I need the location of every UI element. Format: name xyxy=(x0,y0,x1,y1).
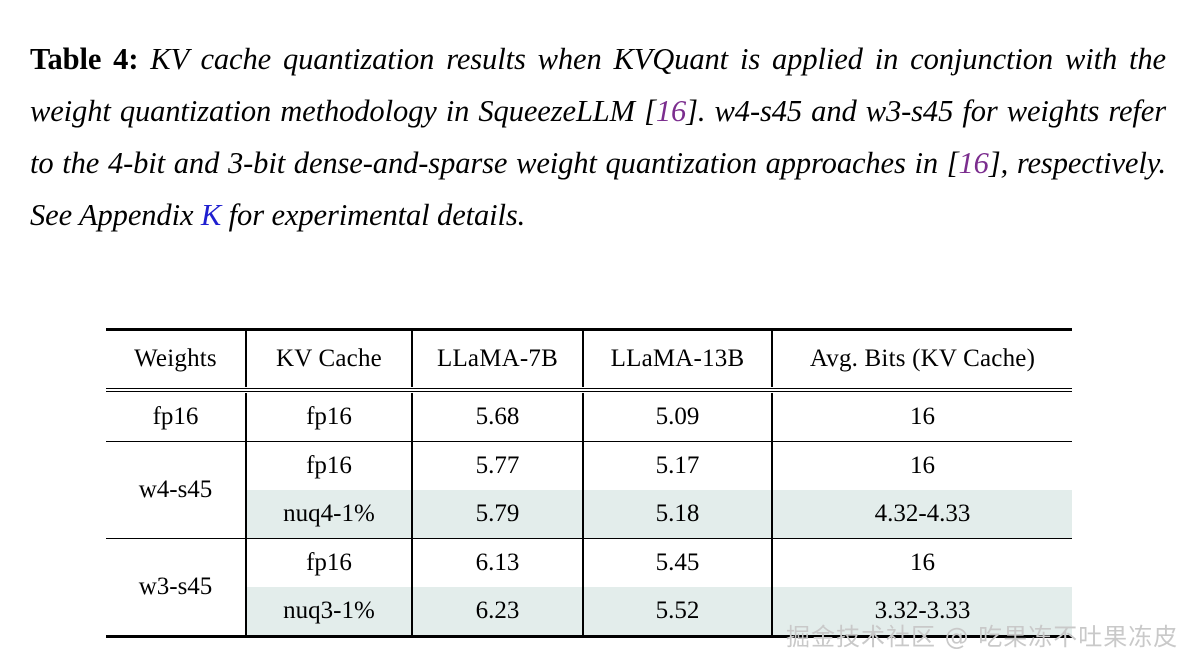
table-row-highlighted: nuq3-1% 6.23 5.52 3.32-3.33 xyxy=(106,587,1072,637)
cell-avg-bits: 16 xyxy=(771,538,1072,587)
double-rule-line xyxy=(106,387,1072,393)
column-header-llama-13b: LLaMA-13B xyxy=(582,329,772,387)
table-header-row: Weights KV Cache LLaMA-7B LLaMA-13B Avg.… xyxy=(106,329,1072,387)
caption-text-part4: for experimental details. xyxy=(221,198,526,232)
caption-label: Table 4: xyxy=(30,42,139,76)
kv-cache-quantization-results-table: Weights KV Cache LLaMA-7B LLaMA-13B Avg.… xyxy=(106,328,1072,638)
table-row-highlighted: nuq4-1% 5.79 5.18 4.32-4.33 xyxy=(106,490,1072,539)
citation-link-16-second[interactable]: 16 xyxy=(958,146,989,180)
cell-llama-13b: 5.45 xyxy=(582,538,772,587)
table-body: fp16 fp16 5.68 5.09 16 w4-s45 fp16 5.77 … xyxy=(106,393,1072,637)
cell-llama-7b: 5.68 xyxy=(411,393,583,442)
caption-text-part2: ]. w4-s45 and w3-s45 for weights refer t… xyxy=(30,94,1166,180)
cell-llama-7b: 5.79 xyxy=(411,490,583,539)
cell-avg-bits: 16 xyxy=(771,393,1072,442)
cell-llama-7b: 6.23 xyxy=(411,587,583,637)
cell-llama-7b: 5.77 xyxy=(411,441,583,490)
watermark-text: 掘金技术社区 @ 吃果冻不吐果冻皮 xyxy=(786,623,1179,651)
cell-avg-bits: 16 xyxy=(771,441,1072,490)
caption-text-part1: KV cache quantization results when KVQua… xyxy=(30,42,1166,128)
results-table-container: Weights KV Cache LLaMA-7B LLaMA-13B Avg.… xyxy=(106,328,1072,638)
cell-weights-w4-s45: w4-s45 xyxy=(138,476,213,503)
cell-weights-fp16: fp16 xyxy=(152,403,199,430)
cell-llama-7b: 6.13 xyxy=(411,538,583,587)
appendix-link-k[interactable]: K xyxy=(200,198,222,232)
cell-llama-13b: 5.17 xyxy=(582,441,772,490)
citation-link-16-first[interactable]: 16 xyxy=(655,94,687,128)
column-header-avg-bits: Avg. Bits (KV Cache) xyxy=(771,329,1072,387)
cell-kv-cache: fp16 xyxy=(245,538,412,587)
cell-llama-13b: 5.09 xyxy=(582,393,772,442)
column-header-weights: Weights xyxy=(134,345,217,372)
cell-kv-cache: fp16 xyxy=(245,393,412,442)
cell-llama-13b: 5.52 xyxy=(582,587,772,637)
cell-kv-cache: fp16 xyxy=(245,441,412,490)
caption-text-part3: ], respectively. See Appendix xyxy=(30,146,1166,232)
cell-llama-13b: 5.18 xyxy=(582,490,772,539)
table-row: w4-s45 fp16 5.77 5.17 16 xyxy=(106,441,1072,503)
cell-kv-cache: nuq3-1% xyxy=(245,587,412,637)
table-caption: Table 4: KV cache quantization results w… xyxy=(30,33,1166,241)
table-row: fp16 fp16 5.68 5.09 16 xyxy=(106,393,1072,442)
column-header-llama-7b: LLaMA-7B xyxy=(411,329,583,387)
cell-avg-bits: 4.32-4.33 xyxy=(771,490,1072,539)
header-double-rule xyxy=(106,387,1072,393)
table-header: Weights KV Cache LLaMA-7B LLaMA-13B Avg.… xyxy=(106,329,1072,394)
column-header-kv-cache: KV Cache xyxy=(245,329,412,387)
table-row: w3-s45 fp16 6.13 5.45 16 xyxy=(106,538,1072,600)
cell-weights-w3-s45: w3-s45 xyxy=(138,573,213,600)
cell-avg-bits: 3.32-3.33 xyxy=(771,587,1072,637)
cell-kv-cache: nuq4-1% xyxy=(245,490,412,539)
